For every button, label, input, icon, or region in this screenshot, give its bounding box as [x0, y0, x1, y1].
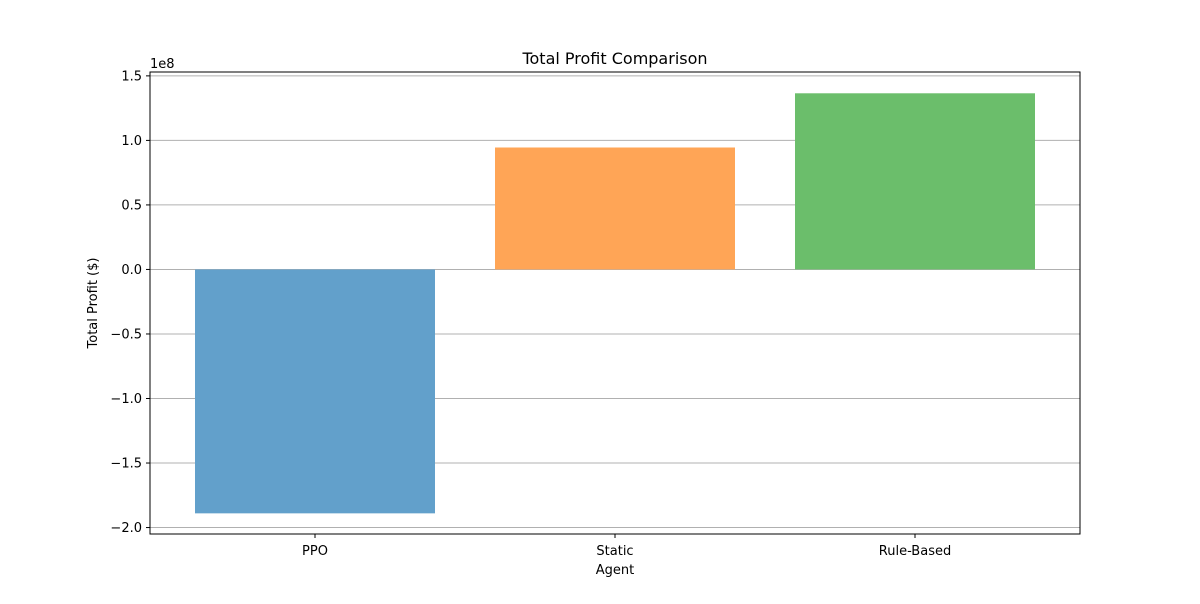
x-tick-label: Rule-Based: [879, 544, 951, 559]
x-axis: PPO Static Rule-Based: [302, 534, 951, 559]
bar-static: [495, 147, 735, 270]
y-axis: −2.0 −1.5 −1.0 −0.5 0.0 0.5 1.0 1.5: [110, 69, 150, 536]
y-tick-label: 0.0: [121, 263, 142, 278]
y-tick-label: 0.5: [121, 198, 142, 213]
y-tick-label: −0.5: [110, 327, 142, 342]
x-axis-label: Agent: [596, 563, 634, 578]
y-axis-label: Total Profit ($): [86, 258, 101, 350]
y-tick-label: −1.0: [110, 392, 142, 407]
bar-rule-based: [795, 93, 1035, 270]
y-tick-label: 1.0: [121, 134, 142, 149]
x-tick-label: PPO: [302, 544, 328, 559]
bars-layer: [195, 93, 1035, 514]
bar-ppo: [195, 269, 435, 514]
y-axis-offset-text: 1e8: [150, 57, 175, 72]
y-tick-label: −1.5: [110, 457, 142, 472]
y-tick-label: 1.5: [121, 69, 142, 84]
x-tick-label: Static: [596, 544, 633, 559]
chart-title: Total Profit Comparison: [521, 49, 707, 68]
y-tick-label: −2.0: [110, 521, 142, 536]
